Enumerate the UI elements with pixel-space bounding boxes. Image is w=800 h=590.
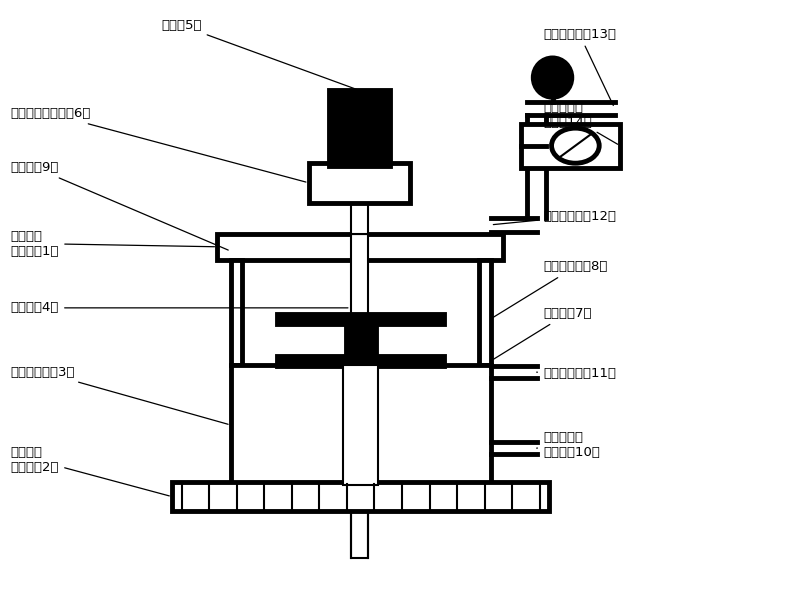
Circle shape <box>551 128 599 163</box>
Bar <box>521 124 620 168</box>
Text: 尾气排气口（12）: 尾气排气口（12） <box>494 209 616 225</box>
Bar <box>218 234 503 260</box>
Bar <box>346 324 376 359</box>
Text: 反应室上
法兰盘（1）: 反应室上 法兰盘（1） <box>10 230 214 258</box>
Text: 下游压力控
制阀（14）: 下游压力控 制阀（14） <box>543 101 618 145</box>
Text: 反应室侧壁（3）: 反应室侧壁（3） <box>10 366 228 424</box>
Bar <box>277 356 444 366</box>
Text: 氧源进气口（11）: 氧源进气口（11） <box>537 368 616 381</box>
Text: 压力传感器（13）: 压力传感器（13） <box>543 28 616 106</box>
Bar <box>343 365 378 485</box>
Ellipse shape <box>532 57 573 99</box>
Bar <box>277 314 444 324</box>
Text: 电机（5）: 电机（5） <box>162 19 357 90</box>
Text: 旋转轴（4）: 旋转轴（4） <box>10 301 348 314</box>
Bar <box>230 365 490 485</box>
Text: 衬底托（7）: 衬底托（7） <box>493 307 591 359</box>
Bar <box>309 163 410 202</box>
Bar <box>350 234 368 558</box>
Bar <box>329 90 390 166</box>
Bar <box>230 260 242 365</box>
Bar <box>479 260 490 365</box>
Text: 磁流体密封轴承（6）: 磁流体密封轴承（6） <box>10 107 306 182</box>
Bar <box>350 166 368 234</box>
Text: 金属有机源
进气口（10）: 金属有机源 进气口（10） <box>537 431 600 459</box>
Text: 热电偶（9）: 热电偶（9） <box>10 161 228 250</box>
Text: 反应室下
法兰盘（2）: 反应室下 法兰盘（2） <box>10 446 170 496</box>
Text: 衬底加热器（8）: 衬底加热器（8） <box>493 260 607 317</box>
Bar <box>172 482 550 512</box>
